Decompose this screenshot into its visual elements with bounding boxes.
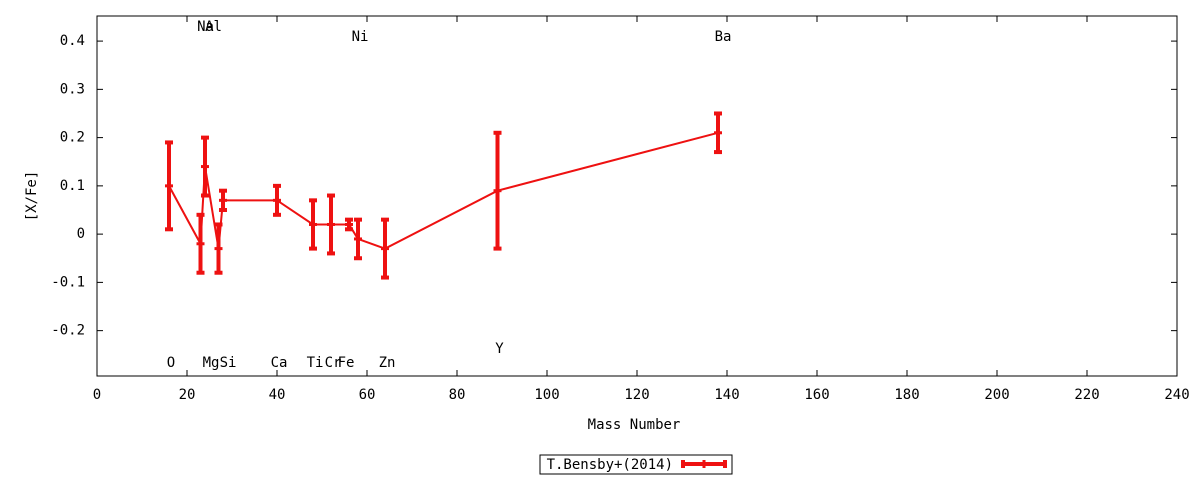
y-tick-label: 0.2 — [60, 130, 85, 146]
error-bar — [327, 193, 335, 256]
point-label: Al — [205, 19, 222, 35]
y-tick-label: 0.3 — [60, 81, 85, 97]
legend-label: T.Bensby+(2014) — [547, 457, 673, 473]
error-bar — [165, 140, 173, 232]
x-tick-label: 40 — [269, 387, 286, 403]
y-tick-label: 0 — [77, 226, 85, 242]
x-tick-label: 60 — [359, 387, 376, 403]
point-label: Ni — [352, 29, 369, 45]
point-label: Y — [495, 341, 504, 357]
point-label: O — [167, 355, 175, 371]
point-label: Ba — [715, 29, 732, 45]
error-bar — [219, 188, 227, 212]
point-label: Ti — [307, 355, 324, 371]
legend-box — [539, 454, 733, 475]
x-tick-label: 240 — [1164, 387, 1189, 403]
point-label: Cr — [325, 355, 342, 371]
point-label: Fe — [338, 355, 355, 371]
error-bar — [714, 111, 722, 155]
error-bar — [381, 217, 389, 280]
error-bar — [493, 130, 502, 251]
error-bar — [201, 135, 209, 198]
error-bar — [354, 217, 362, 261]
error-bar — [273, 183, 281, 217]
x-tick-label: 20 — [179, 387, 196, 403]
x-axis-label: Mass Number — [588, 417, 681, 433]
y-tick-label: -0.2 — [51, 323, 85, 339]
legend: T.Bensby+(2014) — [539, 454, 733, 475]
x-tick-label: 120 — [624, 387, 649, 403]
point-label: Si — [220, 355, 237, 371]
point-label: Ca — [271, 355, 288, 371]
error-bar — [309, 198, 317, 251]
point-label: Zn — [379, 355, 396, 371]
y-axis-label: [X/Fe] — [24, 171, 40, 222]
point-label: Na — [197, 19, 214, 35]
point-label: Mg — [203, 355, 220, 371]
data-line — [168, 131, 719, 250]
x-tick-label: 180 — [894, 387, 919, 403]
error-bar — [214, 222, 223, 275]
x-tick-label: 140 — [714, 387, 739, 403]
x-tick-label: 0 — [93, 387, 101, 403]
y-tick-label: 0.4 — [60, 33, 85, 49]
x-tick-label: 160 — [804, 387, 829, 403]
y-tick-label: -0.1 — [51, 274, 85, 290]
error-bar — [196, 212, 205, 275]
x-tick-label: 80 — [449, 387, 466, 403]
plot-frame — [96, 15, 1178, 377]
x-tick-label: 100 — [534, 387, 559, 403]
x-tick-label: 220 — [1074, 387, 1099, 403]
error-bar — [345, 217, 353, 232]
y-tick-label: 0.1 — [60, 178, 85, 194]
x-tick-label: 200 — [984, 387, 1009, 403]
